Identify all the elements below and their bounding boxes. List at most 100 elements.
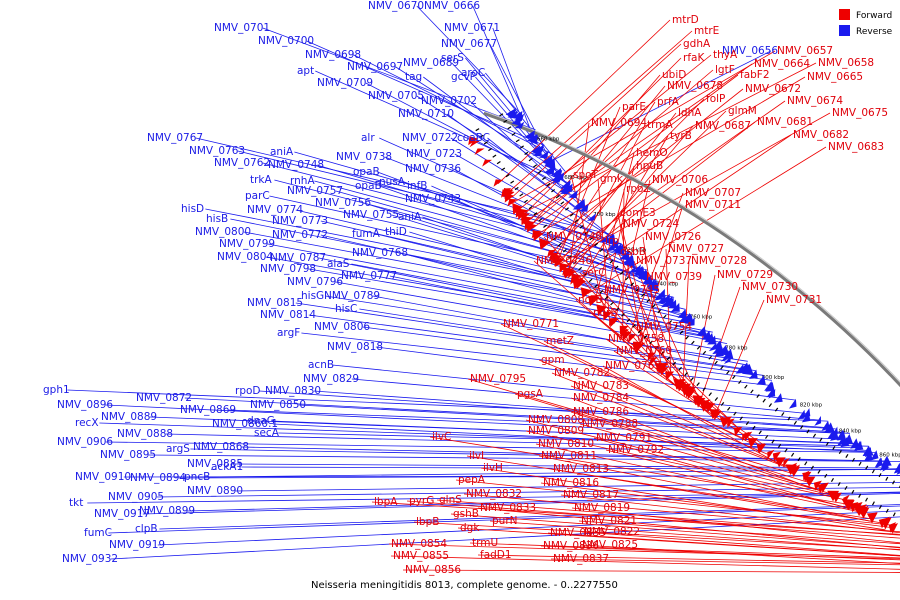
gene-arrow	[653, 292, 663, 301]
tick-mark	[744, 384, 748, 389]
forward-gene-label: gpm	[541, 354, 565, 366]
leader-line	[553, 100, 786, 264]
leader-line	[278, 432, 869, 447]
leader-line	[413, 521, 900, 550]
reverse-gene-label: NMV_0829	[303, 373, 359, 385]
tick-mark	[714, 360, 718, 365]
leader-line	[540, 482, 896, 529]
gene-arrow	[712, 345, 721, 355]
gene-arrow	[482, 159, 493, 167]
reverse-gene-label: opaB	[353, 166, 380, 178]
tick-mark	[533, 212, 538, 216]
gene-arrow	[507, 198, 518, 207]
gene-arrow	[840, 437, 850, 448]
forward-gene-label: NMV_0683	[828, 141, 884, 153]
forward-gene-label: NMV_0786	[573, 406, 629, 418]
reverse-gene-label: NMV_0705	[368, 90, 424, 102]
leader-line	[313, 390, 828, 428]
gene-arrow	[813, 480, 822, 491]
tick-mark	[696, 382, 700, 387]
leader-line	[569, 125, 694, 272]
reverse-gene-label: NMV_0671	[444, 22, 500, 34]
tick-mark	[599, 290, 604, 294]
tick-mark	[583, 272, 588, 277]
leader-line	[67, 389, 828, 422]
reverse-gene-label: NMV_0723	[406, 148, 462, 160]
legend-reverse-label: Reverse	[856, 27, 893, 37]
tick-mark	[552, 236, 557, 241]
reverse-gene-label: NMV_0850	[250, 399, 306, 411]
gene-arrow	[797, 409, 806, 420]
forward-gene-label: NMV_0739	[646, 271, 702, 283]
tick-mark	[499, 113, 504, 117]
tick-mark	[777, 443, 782, 448]
forward-gene-label: NMV_0837	[553, 553, 609, 565]
leader-line	[316, 164, 630, 258]
tick-mark	[651, 304, 656, 308]
tick-mark	[871, 501, 875, 506]
leader-line	[613, 179, 651, 324]
tick-mark	[655, 345, 659, 350]
gene-arrow	[704, 333, 715, 343]
forward-gene-label: NMV_0727	[668, 243, 724, 255]
gene-arrow	[613, 244, 625, 256]
reverse-gene-label: clpB	[135, 523, 158, 535]
tick-mark	[790, 452, 795, 457]
forward-gene-label: NMV_0730	[742, 281, 798, 293]
tick-mark	[830, 477, 835, 482]
leader-line	[543, 236, 663, 370]
tick-mark	[546, 182, 551, 187]
gene-arrow	[656, 288, 665, 298]
leader-line	[436, 499, 900, 536]
leader-line	[560, 112, 677, 262]
gene-arrow	[580, 287, 592, 299]
forward-gene-label: pgsA	[517, 388, 544, 400]
reverse-gene-label: NMV_0656	[722, 45, 778, 57]
reverse-gene-label: gph1	[43, 384, 70, 396]
leader-line	[379, 185, 647, 280]
forward-gene-label: NMV_0754	[636, 321, 692, 333]
tick-mark	[646, 298, 651, 303]
leader-line	[602, 365, 781, 466]
tick-mark	[674, 325, 678, 330]
forward-gene-label: trmU	[472, 537, 498, 549]
forward-gene-label: ilvC	[432, 431, 451, 443]
gene-arrow	[596, 304, 607, 316]
tick-mark	[678, 366, 682, 371]
leader-line	[454, 153, 628, 253]
forward-gene-label: NMV_0811	[541, 450, 597, 462]
reverse-gene-label: NMV_0804	[217, 251, 273, 263]
reverse-gene-label: parC	[245, 190, 270, 202]
tick-mark	[519, 193, 524, 197]
tick-mark	[733, 411, 737, 416]
leader-line	[643, 276, 700, 401]
reverse-gene-label: NMV_0677	[441, 38, 497, 50]
tick-mark	[832, 445, 836, 451]
reverse-gene-label: NMV_0666	[424, 0, 480, 12]
forward-gene-label: fabF2	[740, 69, 770, 81]
reverse-gene-label: NMV_0899	[139, 505, 195, 517]
gene-arrow	[525, 220, 535, 230]
reverse-gene-label: NMV_0670	[368, 0, 424, 12]
tick-mark	[768, 403, 773, 408]
tick-mark	[588, 278, 593, 283]
gene-arrow	[512, 203, 523, 215]
tick-mark	[604, 295, 609, 300]
reverse-gene-label: NMV_0885	[187, 458, 243, 470]
forward-gene-label: norB	[593, 307, 618, 319]
tick-mark	[519, 145, 524, 149]
tick-mark	[844, 485, 848, 491]
gene-arrow	[772, 451, 781, 462]
forward-gene-label: hpuB	[636, 160, 663, 172]
leader-line	[605, 449, 867, 513]
forward-gene-label: NMV_0672	[745, 83, 801, 95]
gene-arrow	[875, 457, 883, 469]
leader-line	[485, 72, 566, 172]
genome-backbone	[483, 111, 900, 388]
tick-mark	[541, 176, 546, 181]
tick-mark	[515, 139, 520, 143]
forward-gene-label: NMV_0792	[608, 444, 664, 456]
gene-arrow	[576, 280, 586, 289]
genome-caption: Neisseria meningitidis 8013, complete ge…	[311, 580, 618, 591]
leader-line	[298, 404, 841, 434]
